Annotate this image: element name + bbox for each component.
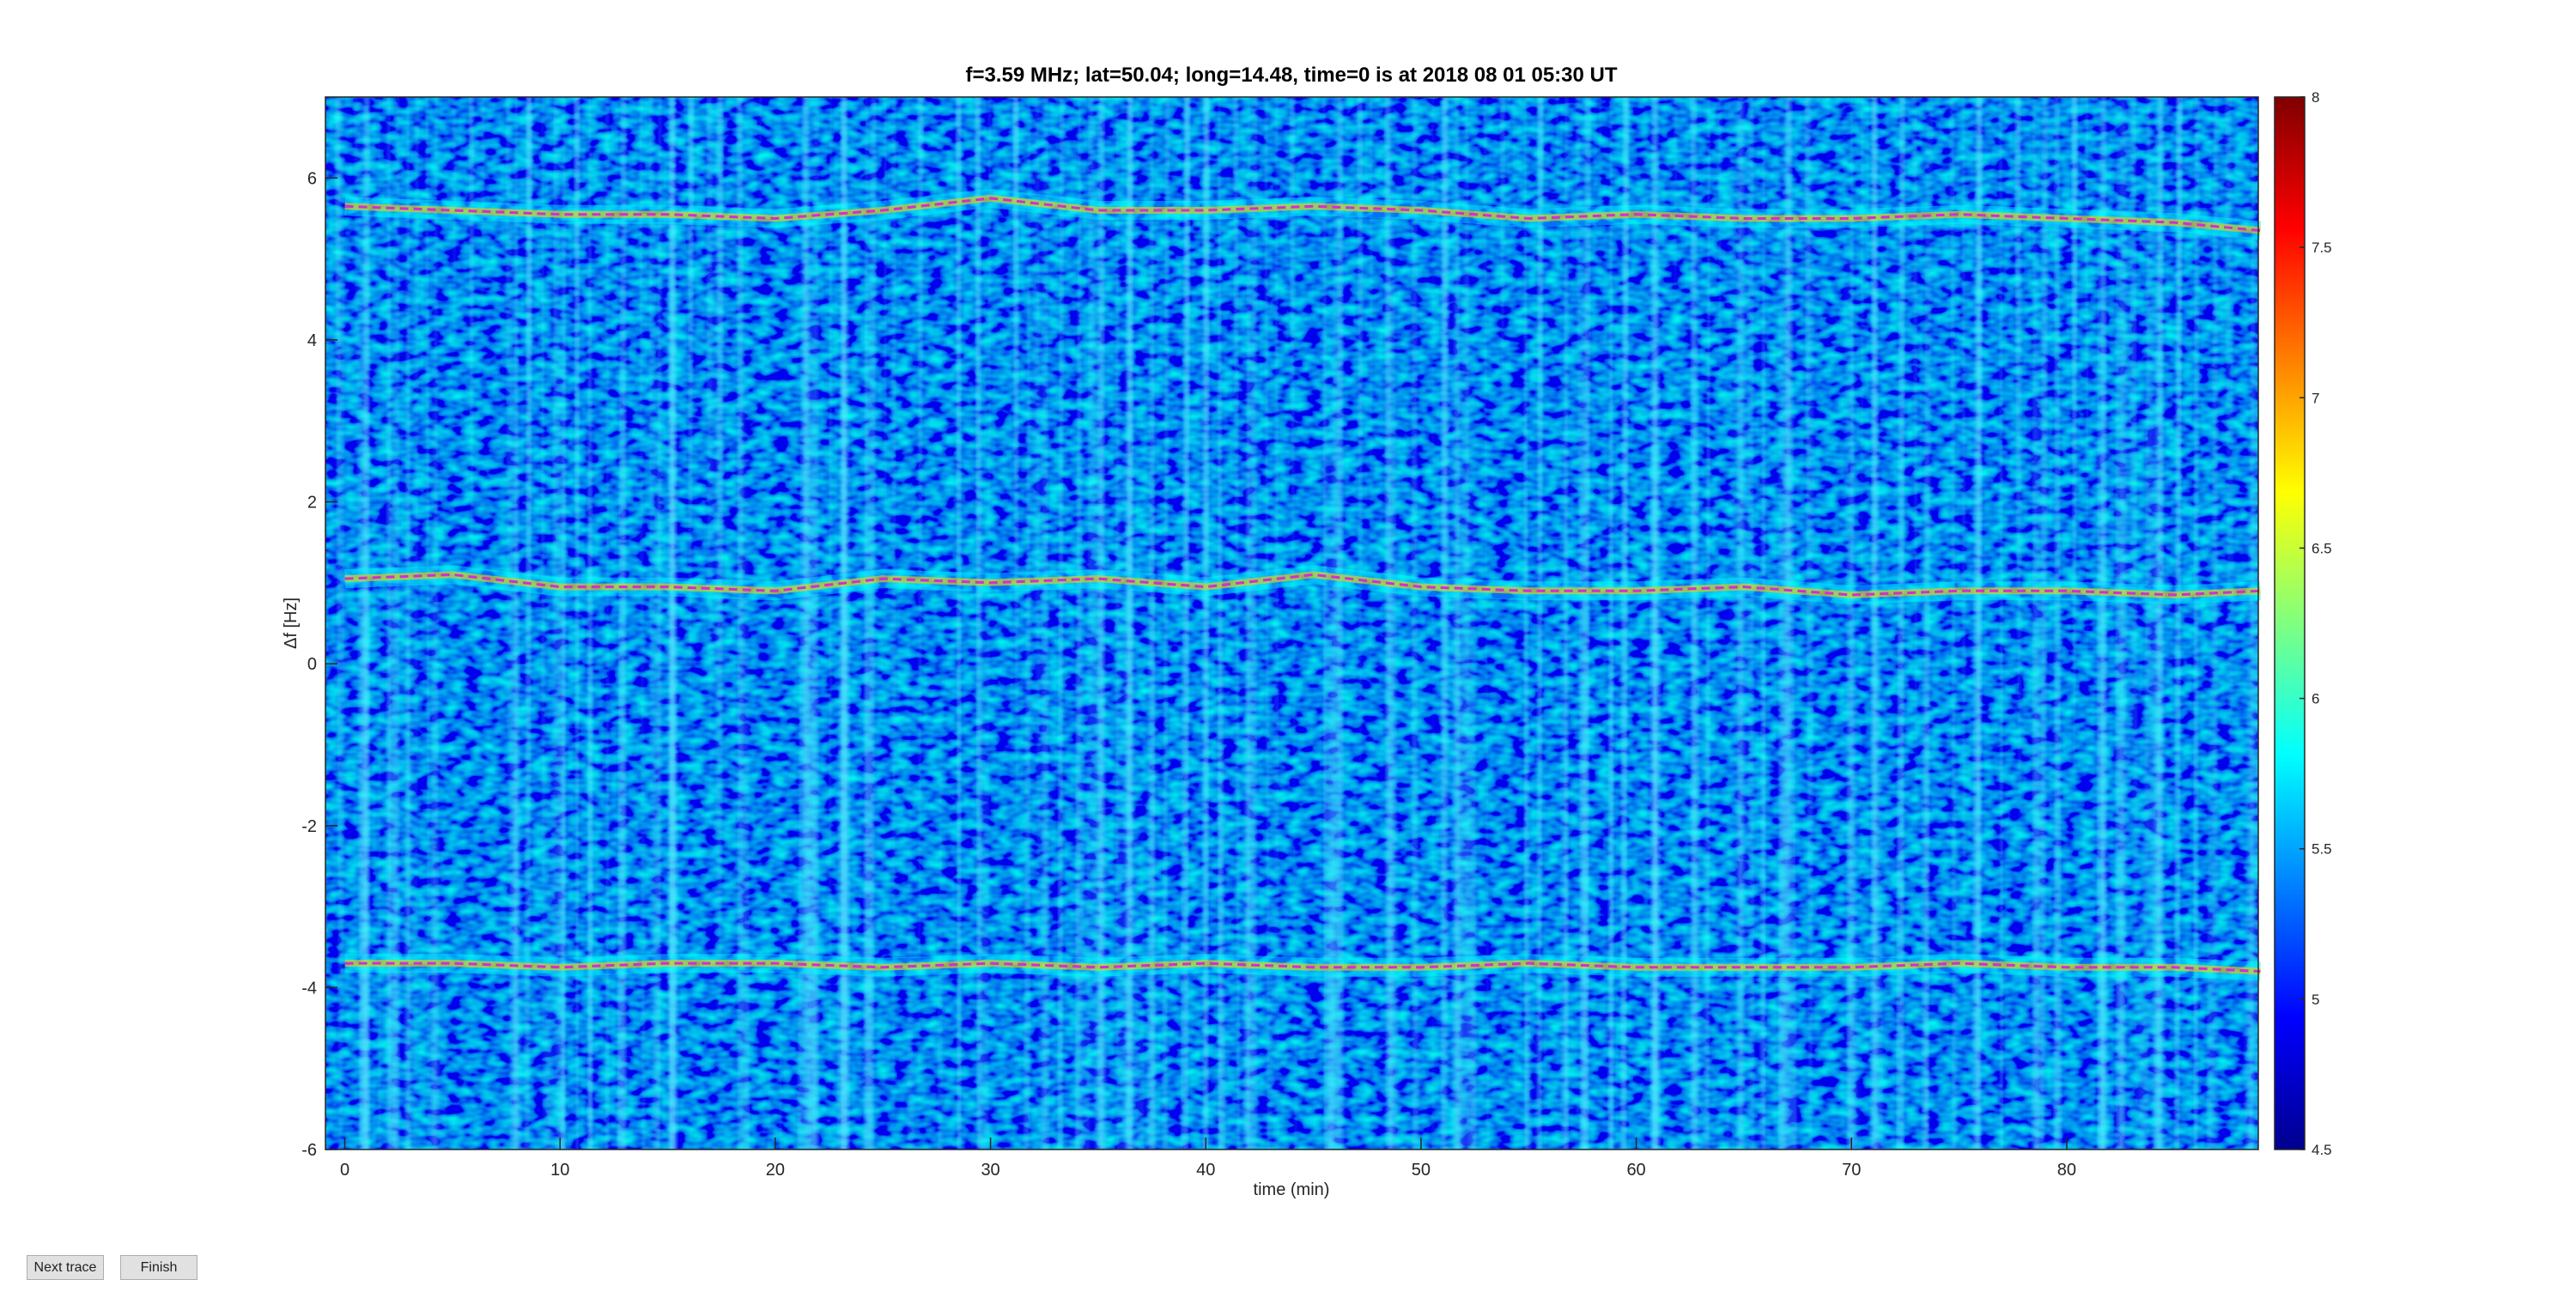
- chart: f=3.59 MHz; lat=50.04; long=14.48, time=…: [282, 64, 2332, 1199]
- colorbar-tick-label: 5: [2312, 992, 2319, 1008]
- x-tick-label: 50: [1412, 1161, 1431, 1180]
- spectrogram-stripes: [325, 97, 2258, 1149]
- y-tick-label: -6: [301, 1141, 317, 1160]
- trace-line: [344, 197, 2261, 233]
- x-tick-label: 20: [766, 1161, 785, 1180]
- x-tick-label: 40: [1196, 1161, 1215, 1180]
- colorbar-tick-label: 7.5: [2312, 240, 2332, 256]
- x-tick-label: 60: [1626, 1161, 1645, 1180]
- colorbar-tick-label: 5.5: [2312, 841, 2332, 858]
- x-axis-label: time (min): [1254, 1180, 1330, 1199]
- trace-line: [344, 961, 2261, 973]
- colorbar-tick-label: 6: [2312, 691, 2319, 707]
- y-tick-label: 0: [307, 655, 317, 674]
- x-tick-label: 70: [1842, 1161, 1861, 1180]
- colorbar: [2274, 96, 2306, 1150]
- plot-frame: [325, 96, 2259, 1150]
- next-trace-button[interactable]: Next trace: [27, 1255, 104, 1280]
- x-tick-label: 0: [340, 1161, 349, 1180]
- colorbar-tick-label: 4.5: [2312, 1142, 2332, 1158]
- y-tick-label: -2: [301, 817, 317, 836]
- y-tick-label: 4: [307, 331, 317, 350]
- x-tick-label: 30: [981, 1161, 999, 1180]
- colorbar-tick-label: 6.5: [2312, 540, 2332, 556]
- finish-button[interactable]: Finish: [120, 1255, 197, 1280]
- colorbar-tick-label: 7: [2312, 390, 2319, 406]
- y-tick-label: 6: [307, 169, 317, 188]
- y-tick-label: -4: [301, 979, 317, 998]
- chart-title: f=3.59 MHz; lat=50.04; long=14.48, time=…: [965, 64, 1617, 87]
- x-tick-label: 10: [550, 1161, 569, 1180]
- trace-line: [344, 573, 2261, 597]
- y-axis-label: Δf [Hz]: [282, 597, 301, 649]
- x-tick-label: 80: [2057, 1161, 2076, 1180]
- y-tick-label: 2: [307, 494, 317, 513]
- colorbar-tick-label: 8: [2312, 89, 2319, 106]
